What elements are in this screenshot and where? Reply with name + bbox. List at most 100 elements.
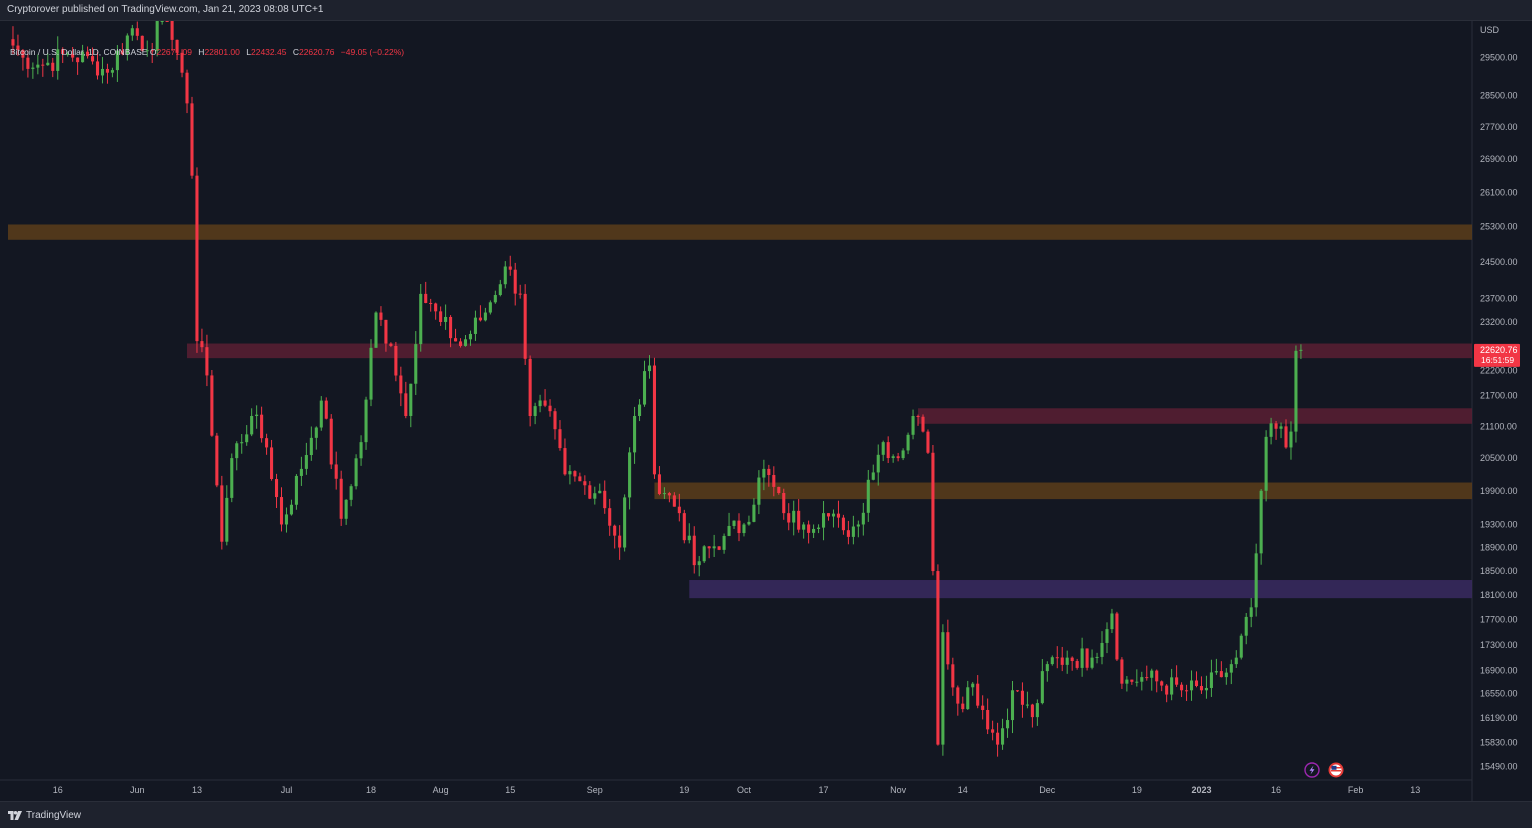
candle-body bbox=[747, 521, 751, 525]
candle-body bbox=[608, 508, 612, 526]
candle bbox=[846, 520, 850, 545]
candle-body bbox=[250, 415, 254, 435]
candle bbox=[911, 409, 915, 440]
candle bbox=[1244, 612, 1248, 645]
candle bbox=[374, 311, 378, 348]
candle bbox=[871, 464, 875, 481]
candle-body bbox=[1199, 685, 1204, 691]
candle bbox=[1070, 656, 1074, 671]
candle-body bbox=[1030, 704, 1034, 718]
candle-body bbox=[463, 339, 468, 346]
candle bbox=[135, 21, 139, 41]
candle-body bbox=[364, 399, 368, 443]
time-tick-label: 16 bbox=[1271, 785, 1281, 795]
candle bbox=[255, 405, 259, 429]
candle-body bbox=[220, 485, 224, 542]
candle-body bbox=[274, 479, 279, 498]
candle-body bbox=[742, 524, 746, 534]
candle-body bbox=[468, 333, 473, 340]
candle-body bbox=[1165, 685, 1169, 695]
candle-body bbox=[434, 303, 438, 312]
price-axis[interactable]: 29500.00 28500.00 27700.00 26900.00 26100.00… bbox=[1480, 53, 1518, 772]
candle bbox=[906, 432, 910, 455]
price-chart[interactable]: 29500.00 28500.00 27700.00 26900.00 26100.00… bbox=[0, 21, 1532, 801]
candle bbox=[966, 680, 970, 710]
candle-body bbox=[657, 474, 661, 494]
candle-body bbox=[344, 499, 348, 519]
candle bbox=[1269, 417, 1273, 445]
candle-body bbox=[51, 62, 55, 71]
candle bbox=[996, 722, 1000, 757]
candle-body bbox=[717, 546, 721, 550]
candle bbox=[677, 493, 681, 522]
price-tick-label: 18900.00 bbox=[1480, 543, 1518, 553]
candle bbox=[1110, 608, 1114, 633]
candle bbox=[185, 69, 189, 114]
candle bbox=[1185, 684, 1189, 701]
candle bbox=[1085, 648, 1089, 671]
candle bbox=[896, 452, 900, 462]
candle bbox=[638, 399, 642, 422]
candle bbox=[394, 341, 398, 382]
candle bbox=[1199, 676, 1204, 694]
candle bbox=[284, 507, 289, 533]
candle bbox=[623, 494, 627, 552]
candle-body bbox=[339, 478, 343, 519]
candle bbox=[1264, 430, 1268, 502]
zone-resistance-21.3k bbox=[918, 408, 1472, 424]
candle-body bbox=[826, 513, 831, 517]
candle-body bbox=[886, 442, 890, 459]
candle-body bbox=[553, 411, 557, 430]
candle bbox=[836, 500, 840, 528]
candle-body bbox=[240, 442, 244, 444]
candle-body bbox=[702, 546, 706, 562]
zone-resistance-25k bbox=[8, 224, 1472, 240]
candle bbox=[583, 475, 587, 495]
price-tick-label: 23200.00 bbox=[1480, 317, 1518, 327]
candle-body bbox=[1249, 607, 1253, 617]
price-tick-label: 16550.00 bbox=[1480, 689, 1518, 699]
candle bbox=[1065, 650, 1069, 674]
candle bbox=[389, 342, 393, 348]
candle-body bbox=[359, 442, 363, 459]
candle-body bbox=[1214, 671, 1218, 673]
candle-body bbox=[647, 365, 652, 372]
candle bbox=[56, 36, 60, 80]
candle-body bbox=[568, 471, 572, 475]
flag-icon[interactable] bbox=[1328, 762, 1344, 778]
candle-body bbox=[558, 429, 562, 449]
candle bbox=[807, 520, 811, 544]
candle bbox=[682, 509, 686, 544]
candle-body bbox=[329, 418, 333, 465]
candle bbox=[642, 360, 647, 407]
candle bbox=[210, 370, 214, 437]
candle bbox=[309, 426, 313, 461]
candle-body bbox=[1289, 431, 1293, 448]
candle-body bbox=[697, 561, 701, 566]
candle bbox=[573, 470, 577, 482]
candle-body bbox=[618, 535, 622, 548]
candle-body bbox=[782, 492, 786, 514]
candle bbox=[588, 481, 592, 500]
legend-symbol: Bitcoin / U.S. Dollar, 1D, COINBASE bbox=[10, 47, 148, 57]
candle-body bbox=[90, 56, 95, 62]
legend-high: 22801.00 bbox=[204, 47, 240, 57]
legend-low: 22432.45 bbox=[251, 47, 287, 57]
candle-body bbox=[1050, 657, 1054, 665]
candle-body bbox=[971, 683, 975, 688]
candle bbox=[36, 54, 40, 75]
lightning-icon[interactable] bbox=[1304, 762, 1320, 778]
tradingview-brand[interactable]: TradingView bbox=[8, 810, 81, 821]
chart-area[interactable]: 29500.00 28500.00 27700.00 26900.00 26100.00… bbox=[0, 21, 1532, 801]
candle-body bbox=[583, 481, 587, 486]
candle-body bbox=[991, 729, 995, 733]
time-axis[interactable]: 16 Jun 13 Jul 18 Aug 15 Sep 19 Oct 17 Nov 14 Dec 19 202… bbox=[53, 785, 1421, 795]
candle bbox=[279, 487, 284, 532]
symbol-legend[interactable]: Bitcoin / U.S. Dollar, 1D, COINBASE O226… bbox=[10, 47, 408, 57]
candle-body bbox=[876, 454, 880, 473]
candle-body bbox=[1080, 648, 1084, 668]
candle-body bbox=[1125, 679, 1129, 684]
candle-body bbox=[787, 513, 791, 523]
price-tick-label: 15830.00 bbox=[1480, 738, 1518, 748]
candle bbox=[971, 682, 975, 696]
